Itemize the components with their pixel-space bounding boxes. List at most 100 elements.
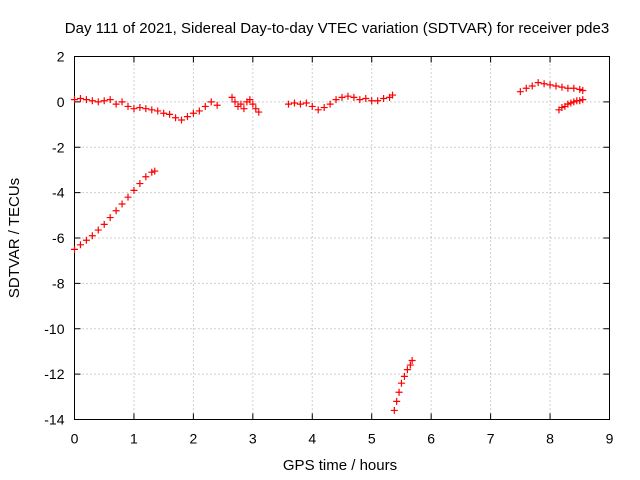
data-point [136, 104, 144, 112]
data-point [189, 109, 197, 117]
series-arc-1 [71, 94, 221, 124]
data-point [124, 102, 132, 110]
data-point [350, 93, 358, 101]
data-point [362, 94, 370, 102]
data-point [246, 96, 254, 104]
data-point [100, 97, 108, 105]
data-point [130, 105, 138, 113]
data-point [374, 97, 382, 105]
data-point [201, 102, 209, 110]
y-tick-label: -2 [52, 139, 65, 155]
data-point [326, 100, 334, 108]
data-point [82, 96, 90, 104]
chart-title: Day 111 of 2021, Sidereal Day-to-day VTE… [65, 20, 609, 37]
x-tick-label: 0 [71, 431, 79, 447]
data-point [516, 88, 524, 96]
data-point [71, 245, 78, 253]
data-point [400, 372, 408, 380]
data-point [332, 96, 340, 104]
data-point [380, 94, 388, 102]
y-tick-label: -14 [44, 412, 64, 428]
y-tick-label: -12 [44, 366, 64, 382]
data-point [112, 207, 120, 215]
data-point [106, 96, 114, 104]
data-point [172, 114, 180, 122]
data-point [320, 104, 328, 112]
data-point [564, 100, 572, 108]
data-point [576, 97, 584, 105]
data-point [100, 220, 108, 228]
data-point [579, 87, 587, 95]
data-point [88, 97, 96, 105]
data-point [389, 91, 397, 99]
data-point [546, 81, 554, 89]
data-point [136, 180, 144, 188]
data-point [213, 101, 221, 109]
data-point [71, 96, 78, 104]
data-point [338, 93, 346, 101]
data-point [148, 168, 156, 176]
x-axis-label: GPS time / hours [283, 457, 397, 474]
data-point [166, 110, 174, 118]
data-point [142, 173, 150, 181]
data-point [178, 116, 185, 124]
data-point [558, 83, 566, 91]
data-point [88, 232, 96, 240]
data-point [183, 113, 191, 121]
x-tick-label: 3 [249, 431, 257, 447]
y-tick-label: 0 [57, 94, 65, 110]
x-tick-label: 5 [368, 431, 376, 447]
data-point [395, 388, 403, 396]
grid-lines [74, 56, 610, 420]
data-point [118, 200, 126, 208]
x-tick-label: 7 [487, 431, 495, 447]
data-point [368, 97, 376, 105]
data-point [308, 102, 316, 110]
data-point [82, 236, 90, 244]
data-point [540, 80, 548, 88]
data-point [356, 96, 364, 104]
data-point [112, 100, 120, 108]
data-point [207, 98, 215, 106]
data-point [160, 109, 168, 117]
data-point [528, 82, 536, 90]
data-point [249, 100, 257, 108]
data-point [124, 193, 132, 201]
data-point [76, 241, 84, 249]
data-point [228, 93, 236, 101]
data-point [255, 108, 263, 116]
data-point [76, 94, 84, 102]
data-point [344, 92, 352, 100]
data-point [130, 186, 138, 194]
y-axis-label: SDTVAR / TECUs [6, 178, 23, 298]
data-point [408, 357, 416, 365]
data-point [252, 105, 260, 113]
data-point [579, 96, 587, 104]
y-tick-label: 2 [57, 49, 65, 65]
data-point [570, 84, 578, 92]
series-arc-3 [285, 91, 397, 114]
series-arc-4 [71, 167, 159, 253]
data-point [106, 214, 114, 222]
data-point [552, 82, 560, 90]
data-point [576, 85, 584, 93]
x-tick-label: 9 [606, 431, 614, 447]
y-tick-label: -8 [52, 275, 65, 291]
x-tick-label: 4 [308, 431, 316, 447]
data-point [154, 107, 162, 115]
x-tick-label: 1 [130, 431, 138, 447]
data-point [314, 106, 322, 114]
data-point [296, 100, 304, 108]
y-tick-label: -6 [52, 230, 65, 246]
data-point [240, 105, 248, 113]
data-point [393, 397, 401, 405]
data-point [290, 99, 298, 107]
y-tick-labels: 2 0 -2 -4 -6 -8 -10 -12 -14 [44, 49, 64, 428]
x-tick-label: 8 [546, 431, 554, 447]
data-point [94, 98, 102, 106]
y-tick-label: -10 [44, 321, 64, 337]
data-point [285, 100, 292, 108]
x-tick-label: 2 [189, 431, 197, 447]
data-point [142, 105, 150, 113]
data-point [151, 167, 159, 175]
